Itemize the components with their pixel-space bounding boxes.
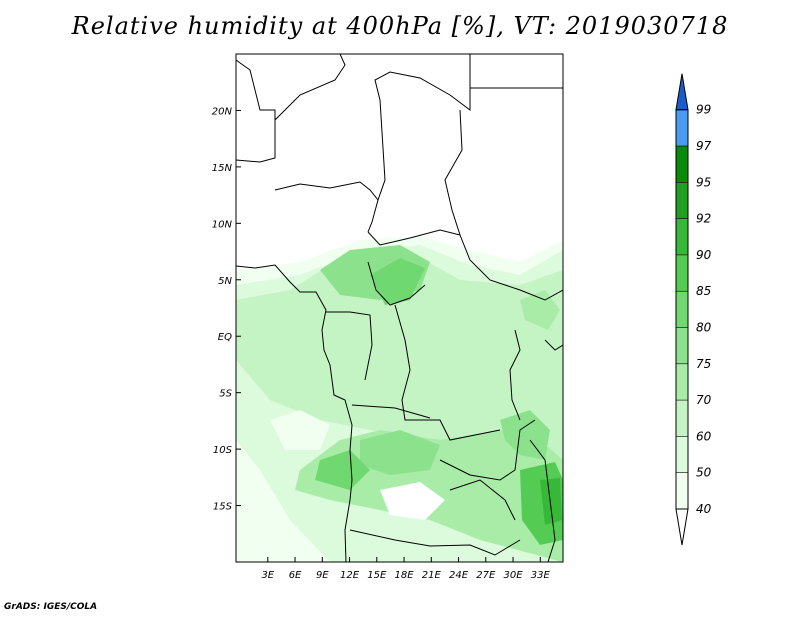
x-tick-label: 9E	[316, 570, 329, 581]
colorbar-band	[676, 363, 688, 401]
map-frame	[235, 53, 564, 563]
colorbar-label: 80	[696, 321, 712, 335]
y-tick-label: 10S	[213, 445, 233, 456]
humidity-field	[236, 236, 563, 562]
x-tick-label: 30E	[504, 570, 524, 581]
colorbar-label: 85	[696, 284, 711, 298]
colorbar-band	[676, 436, 688, 473]
y-tick-label: 5S	[219, 389, 232, 400]
map-title: Relative humidity at 400hPa [%], VT: 201…	[71, 12, 729, 40]
colorbar-band	[676, 218, 688, 255]
colorbar-label: 50	[696, 466, 712, 480]
x-tick-label: 18E	[395, 570, 415, 581]
grads-credit: GrADS: IGES/COLA	[4, 602, 98, 612]
x-tick-label: 33E	[531, 570, 551, 581]
colorbar-label: 75	[696, 357, 711, 371]
colorbar-band	[676, 109, 688, 146]
colorbar-band	[676, 400, 688, 437]
x-tick-label: 24E	[449, 570, 469, 581]
colorbar-label: 99	[696, 103, 711, 117]
x-tick-label: 12E	[340, 570, 360, 581]
colorbar-band	[676, 146, 688, 183]
colorbar-label: 92	[696, 212, 711, 226]
y-tick-label: 20N	[212, 106, 233, 117]
colorbar-label: 70	[696, 393, 712, 407]
colorbar-label: 97	[696, 139, 712, 153]
colorbar-legend: 40 50 60 70 75 80 85 90 92 95 97 99	[675, 73, 712, 546]
colorbar-band	[676, 182, 688, 219]
x-tick-label: 3E	[261, 570, 274, 581]
y-tick-label: 5N	[218, 276, 232, 287]
colorbar-band	[676, 472, 688, 509]
y-tick-label: 10N	[212, 219, 233, 230]
longitude-axis: 3E 6E 9E 12E 15E 18E 21E 24E 27E 30E 33E	[261, 557, 550, 581]
colorbar-label: 40	[696, 502, 712, 516]
x-tick-label: 6E	[289, 570, 302, 581]
colorbar-label: 90	[696, 248, 712, 262]
colorbar-band	[676, 327, 688, 364]
y-tick-label: 15N	[212, 163, 233, 174]
x-tick-label: 21E	[422, 570, 442, 581]
y-tick-label: EQ	[218, 332, 232, 343]
colorbar-lower-extension	[675, 508, 689, 546]
colorbar-band	[676, 254, 688, 292]
country-borders	[236, 54, 563, 562]
colorbar-band	[676, 291, 688, 328]
latitude-axis: 20N 15N 10N 5N EQ 5S 10S 15S	[212, 106, 241, 513]
x-tick-label: 15E	[367, 570, 387, 581]
colorbar-label: 95	[696, 175, 711, 189]
colorbar-label: 60	[696, 429, 712, 443]
y-tick-label: 15S	[213, 502, 233, 513]
colorbar-upper-extension	[675, 73, 689, 111]
x-tick-label: 27E	[476, 570, 496, 581]
